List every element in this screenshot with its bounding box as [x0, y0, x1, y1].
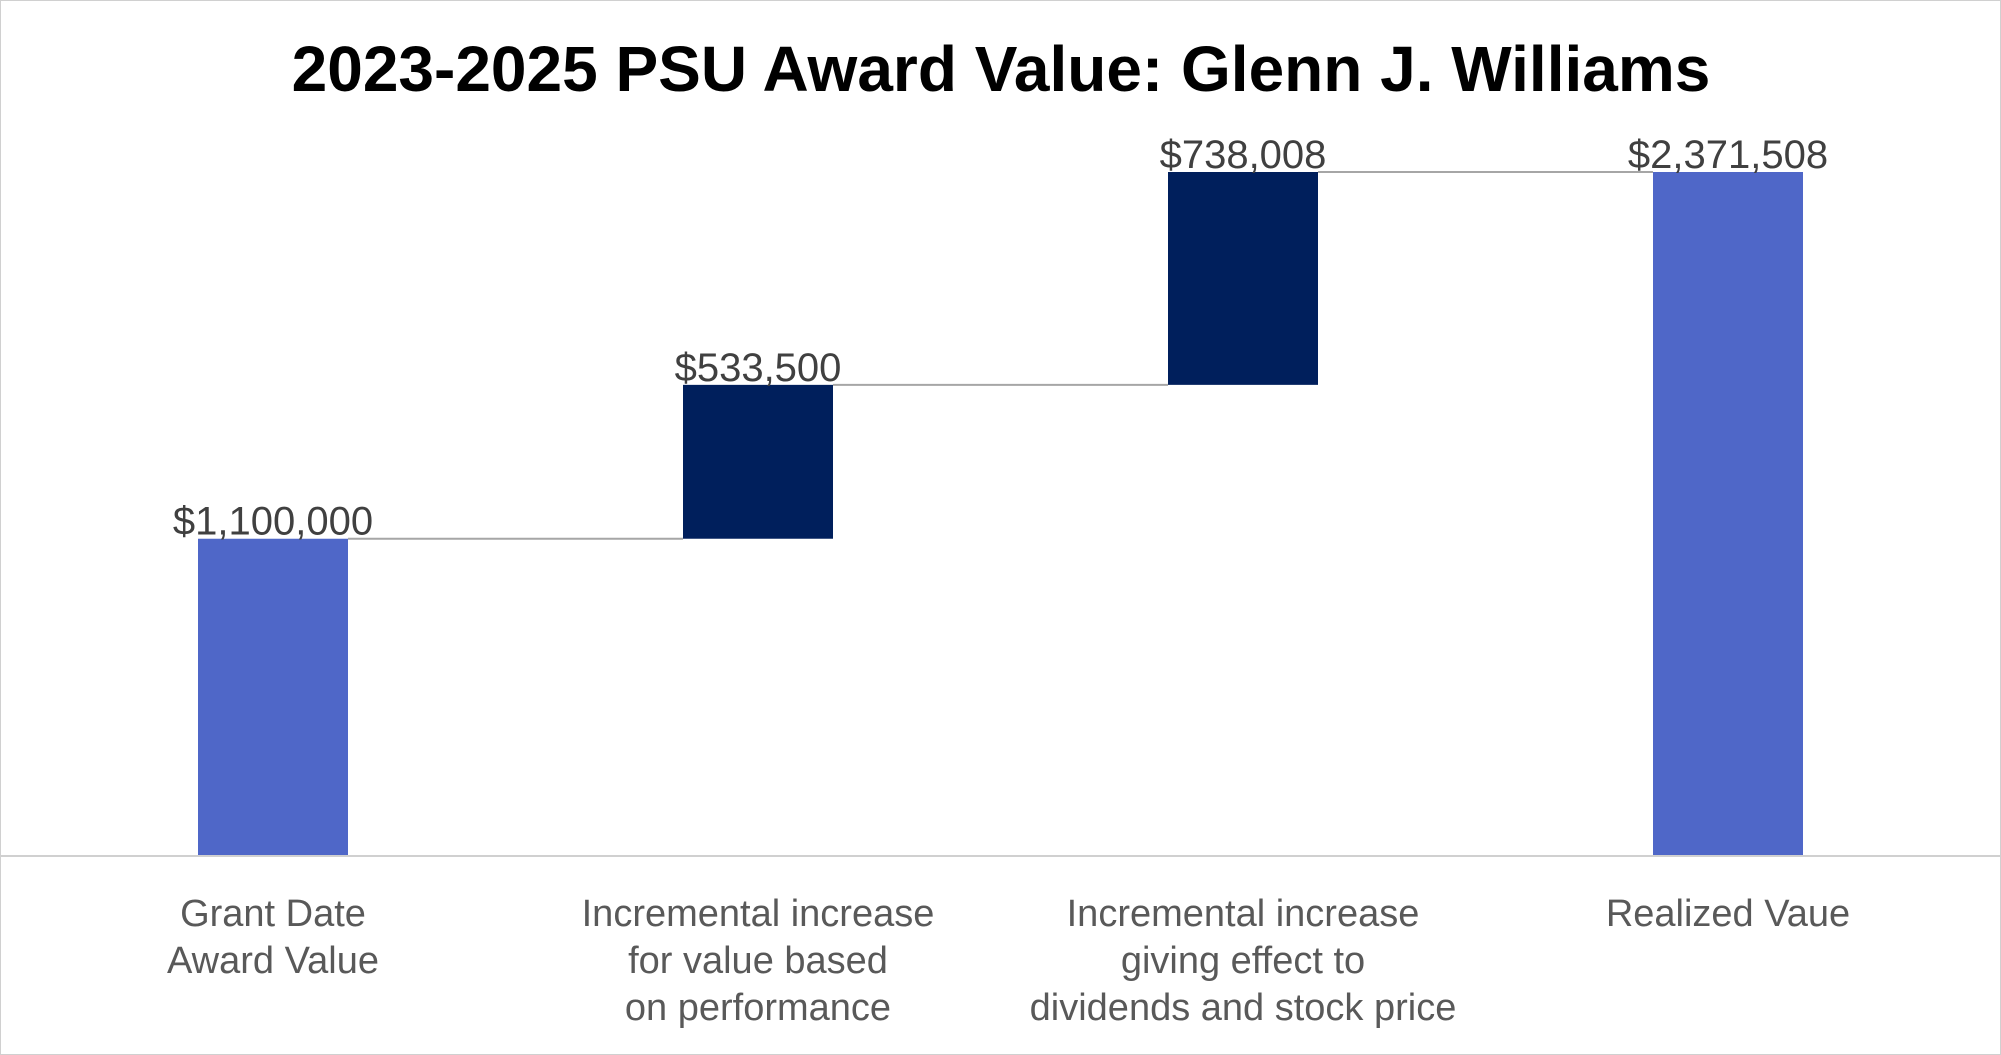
bar-2	[683, 384, 833, 539]
chart-title: 2023-2025 PSU Award Value: Glenn J. Will…	[292, 33, 1711, 105]
labels-layer: $1,100,000 $533,500 $738,008 $2,371,508	[173, 133, 1828, 544]
category-label-3: Incremental increase giving effect to divi…	[1030, 893, 1457, 1029]
bar-3	[1168, 172, 1318, 385]
value-label-2: $533,500	[675, 346, 842, 390]
category-label-1: Grant Date Award Value	[167, 893, 379, 982]
bars-layer	[198, 172, 1803, 856]
value-label-3: $738,008	[1160, 133, 1327, 177]
connectors-layer	[348, 171, 1653, 540]
bar-4	[1653, 172, 1803, 856]
value-label-1: $1,100,000	[173, 500, 373, 544]
bar-1	[198, 538, 348, 856]
categories-layer: Grant Date Award Value Incremental increas…	[167, 893, 1850, 1029]
category-label-2: Incremental increase for value based on pe…	[582, 893, 935, 1029]
value-label-4: $2,371,508	[1628, 133, 1828, 177]
category-label-4: Realized Vaue	[1606, 893, 1850, 935]
